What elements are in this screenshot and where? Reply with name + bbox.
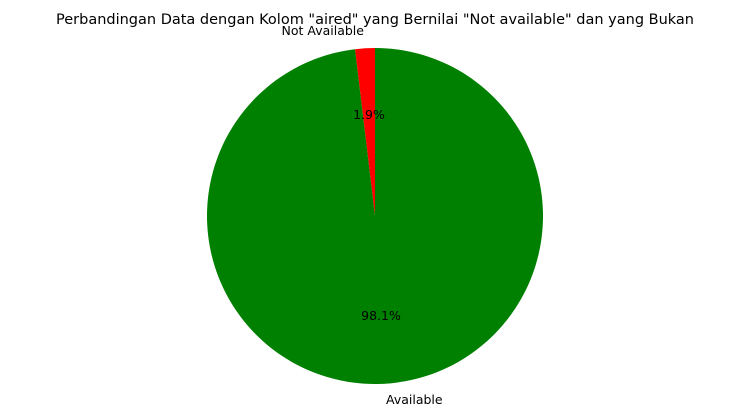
pie-labels: Not Available 1.9% Available 98.1% bbox=[282, 23, 443, 407]
slice-percentage-label: 98.1% bbox=[361, 308, 401, 323]
slice-label: Not Available bbox=[282, 23, 365, 38]
chart-title: Perbandingan Data dengan Kolom "aired" y… bbox=[56, 12, 694, 28]
pie-slices bbox=[207, 48, 543, 384]
slice-label: Available bbox=[386, 392, 443, 407]
slice-percentage-label: 1.9% bbox=[353, 107, 385, 122]
pie-slice-not-available bbox=[354, 48, 375, 216]
pie-slice-available bbox=[207, 48, 543, 384]
